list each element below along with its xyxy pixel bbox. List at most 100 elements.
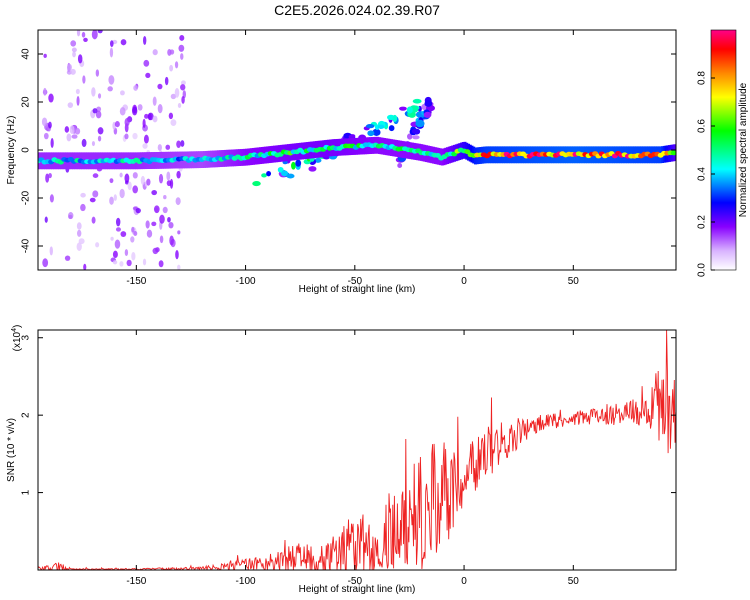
x-tick-label: 0 bbox=[461, 576, 467, 587]
noise-mark bbox=[71, 134, 78, 139]
noise-mark bbox=[45, 173, 50, 183]
noise-mark bbox=[113, 194, 117, 201]
noise-mark bbox=[64, 255, 71, 261]
x-tick-label: -100 bbox=[236, 276, 256, 287]
noise-mark bbox=[77, 54, 83, 64]
noise-mark bbox=[147, 112, 154, 121]
noise-mark bbox=[174, 61, 179, 69]
noise-mark bbox=[68, 212, 74, 220]
noise-mark bbox=[170, 93, 177, 100]
streak-mark bbox=[412, 98, 422, 104]
noise-mark bbox=[131, 226, 135, 233]
noise-mark bbox=[126, 259, 132, 267]
noise-mark bbox=[179, 35, 185, 41]
noise-mark bbox=[133, 231, 138, 237]
streak-mark bbox=[286, 173, 295, 179]
noise-mark bbox=[132, 185, 139, 194]
streak-mark bbox=[372, 128, 381, 136]
noise-mark bbox=[146, 229, 153, 238]
noise-mark bbox=[159, 214, 165, 224]
noise-mark bbox=[71, 47, 77, 53]
noise-mark bbox=[151, 189, 158, 196]
streak-mark bbox=[392, 114, 398, 122]
noise-mark bbox=[91, 141, 95, 147]
noise-mark bbox=[132, 172, 138, 179]
noise-mark bbox=[75, 88, 80, 95]
snr-marks bbox=[38, 330, 676, 570]
noise-mark bbox=[112, 250, 118, 259]
noise-mark bbox=[120, 39, 127, 46]
streak-mark bbox=[406, 106, 413, 114]
noise-mark bbox=[109, 47, 114, 58]
noise-mark bbox=[91, 216, 96, 224]
noise-mark bbox=[114, 121, 120, 128]
noise-mark bbox=[177, 230, 181, 235]
noise-mark bbox=[67, 102, 74, 108]
noise-mark bbox=[76, 242, 82, 251]
streak-mark bbox=[367, 130, 375, 137]
noise-mark bbox=[76, 222, 82, 230]
noise-mark bbox=[43, 53, 47, 58]
noise-mark bbox=[91, 30, 98, 40]
noise-mark bbox=[169, 64, 174, 72]
streak-mark bbox=[412, 135, 420, 140]
noise-mark bbox=[119, 261, 124, 267]
noise-mark bbox=[144, 113, 149, 119]
noise-mark bbox=[97, 127, 104, 135]
streak-mark bbox=[406, 133, 413, 140]
noise-mark bbox=[167, 49, 172, 56]
noise-mark bbox=[83, 263, 87, 270]
noise-mark bbox=[119, 188, 125, 199]
streak-mark bbox=[295, 159, 302, 167]
noise-mark bbox=[92, 190, 99, 198]
noise-mark bbox=[146, 178, 151, 186]
streak-mark bbox=[399, 106, 407, 111]
spectrogram-x-ticks: -150 -100 -50 0 50 bbox=[126, 30, 579, 287]
noise-mark bbox=[48, 93, 54, 103]
colorbar-tick-label: 0.0 bbox=[697, 263, 708, 277]
noise-mark bbox=[67, 63, 72, 71]
noise-mark bbox=[176, 140, 181, 149]
streak-mark bbox=[424, 100, 433, 107]
noise-mark bbox=[178, 44, 185, 52]
noise-mark bbox=[81, 138, 87, 148]
noise-mark bbox=[43, 132, 49, 140]
noise-mark bbox=[151, 221, 157, 227]
noise-mark bbox=[124, 118, 130, 127]
noise-mark bbox=[72, 51, 76, 58]
noise-mark bbox=[143, 59, 150, 67]
streak-mark bbox=[348, 134, 355, 139]
noise-mark bbox=[165, 144, 171, 150]
noise-mark bbox=[91, 87, 96, 97]
streak-mark bbox=[261, 173, 267, 178]
noise-mark bbox=[124, 249, 129, 257]
noise-mark bbox=[107, 86, 113, 92]
noise-mark bbox=[92, 108, 98, 114]
x-tick-label: 0 bbox=[461, 276, 467, 287]
noise-mark bbox=[174, 87, 180, 98]
noise-mark bbox=[95, 242, 100, 248]
noise-mark bbox=[131, 252, 136, 261]
streak-mark bbox=[308, 166, 317, 172]
noise-mark bbox=[142, 143, 148, 149]
noise-mark bbox=[70, 40, 77, 47]
x-tick-label: -150 bbox=[126, 276, 146, 287]
streak-mark bbox=[252, 181, 261, 187]
snr-frame bbox=[37, 329, 677, 571]
noise-mark bbox=[157, 144, 162, 151]
noise-mark bbox=[153, 205, 160, 214]
noise-mark bbox=[66, 133, 72, 142]
snr-x-ticks: -150 -100 -50 0 50 bbox=[126, 330, 579, 587]
snr-series-line bbox=[38, 330, 676, 570]
x-tick-label: 50 bbox=[568, 276, 580, 287]
noise-mark bbox=[120, 90, 125, 96]
noise-mark bbox=[124, 173, 130, 183]
noise-mark bbox=[43, 87, 47, 96]
noise-mark bbox=[95, 110, 102, 119]
noise-mark bbox=[44, 216, 48, 223]
noise-mark bbox=[142, 258, 147, 266]
colorbar-gradient bbox=[710, 29, 737, 271]
noise-mark bbox=[140, 175, 146, 185]
x-tick-label: -150 bbox=[126, 576, 146, 587]
ridge-mark bbox=[464, 149, 471, 155]
